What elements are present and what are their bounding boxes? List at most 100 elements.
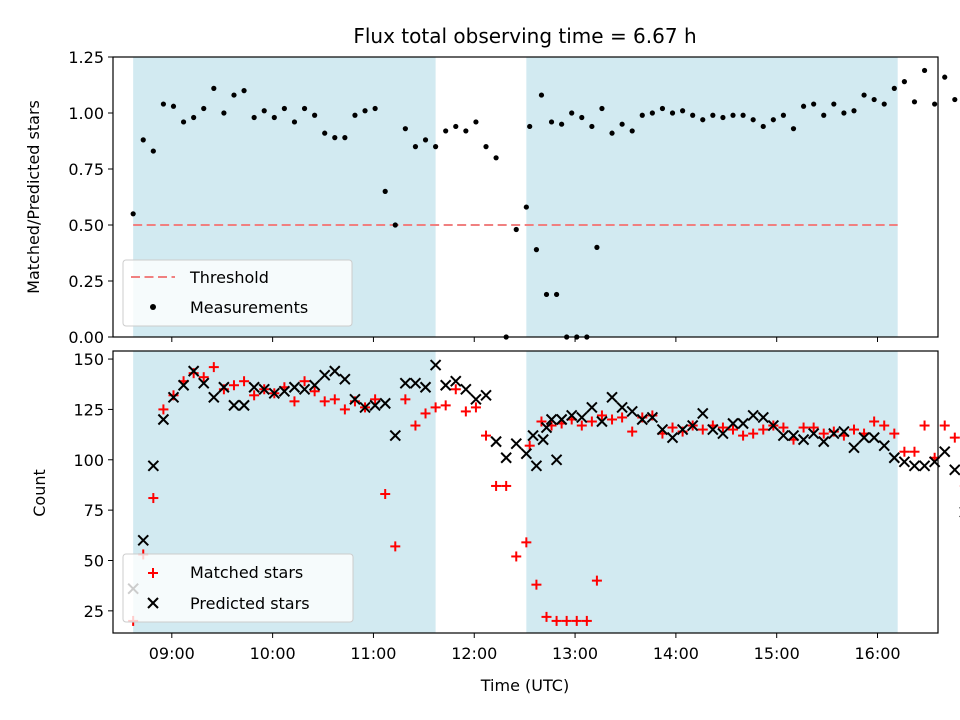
chart-title: Flux total observing time = 6.67 h [353,24,696,48]
bottom-legend: Matched stars Predicted stars [123,554,353,622]
measurement-point [241,88,246,93]
measurement-point [599,106,604,111]
x-axis-label: Time (UTC) [480,676,569,695]
measurement-point [151,148,156,153]
measurement-point [861,92,866,97]
measurement-point [680,108,685,113]
measurement-point [221,110,226,115]
measurement-point [141,137,146,142]
measurement-point [231,92,236,97]
legend-predicted-label: Predicted stars [190,594,310,613]
y-tick-label: 75 [84,501,104,520]
measurement-point [892,86,897,91]
measurement-point [473,119,478,124]
measurement-point [559,122,564,127]
bottom-y-axis-label: Count [30,469,49,517]
measurement-point [524,204,529,209]
x-tick-label: 10:00 [250,644,296,663]
measurement-point [932,101,937,106]
measurement-point [527,124,532,129]
y-tick-label: 100 [73,451,104,470]
x-tick-label: 14:00 [653,644,699,663]
measurement-point [549,119,554,124]
measurement-point [690,113,695,118]
measurement-point [514,227,519,232]
x-tick-label: 11:00 [350,644,396,663]
legend-measurements-swatch [150,304,156,310]
y-tick-label: 125 [73,400,104,419]
measurement-point [791,126,796,131]
measurement-point [342,135,347,140]
measurement-point [912,99,917,104]
measurement-point [700,117,705,122]
x-tick-label: 13:00 [552,644,598,663]
measurement-point [282,106,287,111]
measurement-point [569,110,574,115]
measurement-point [181,119,186,124]
measurement-point [302,106,307,111]
measurement-point [841,110,846,115]
measurement-point [483,144,488,149]
measurement-point [620,122,625,127]
legend-threshold-label: Threshold [189,268,269,287]
measurement-point [362,108,367,113]
measurement-point [534,247,539,252]
legend-matched-label: Matched stars [190,563,303,582]
measurement-point [131,211,136,216]
measurement-point [781,113,786,118]
measurement-point [640,113,645,118]
measurement-point [922,68,927,73]
measurement-point [433,144,438,149]
measurement-point [720,115,725,120]
measurement-point [942,75,947,80]
measurement-point [292,119,297,124]
y-tick-label: 0.00 [68,328,104,347]
measurement-point [201,106,206,111]
y-tick-label: 150 [73,350,104,369]
measurement-point [403,126,408,131]
measurement-point [383,189,388,194]
measurement-point [730,113,735,118]
x-tick-label: 15:00 [754,644,800,663]
figure: Flux total observing time = 6.67 h 0.00 0… [0,0,960,720]
measurement-point [740,113,745,118]
shaded-interval-1 [526,57,897,337]
x-tick-label: 09:00 [149,644,195,663]
measurement-point [650,110,655,115]
y-tick-label: 1.00 [68,104,104,123]
measurement-point [554,292,559,297]
measurement-point [252,115,257,120]
measurement-point [589,124,594,129]
measurement-point [609,131,614,136]
measurement-point [544,292,549,297]
measurement-point [801,104,806,109]
y-tick-label: 0.75 [68,160,104,179]
measurement-point [821,113,826,118]
measurement-point [630,128,635,133]
measurement-point [670,110,675,115]
measurement-point [423,137,428,142]
measurement-point [761,124,766,129]
measurement-point [771,117,776,122]
measurement-point [272,115,277,120]
measurement-point [262,108,267,113]
measurement-point [952,97,957,102]
y-tick-label: 0.50 [68,216,104,235]
measurement-point [161,101,166,106]
measurement-point [393,222,398,227]
measurement-point [831,101,836,106]
measurement-point [902,79,907,84]
measurement-point [413,144,418,149]
measurement-point [882,101,887,106]
shaded-interval-1 [526,351,897,633]
measurement-point [751,117,756,122]
y-tick-label: 1.25 [68,48,104,67]
top-legend: Threshold Measurements [123,260,352,326]
measurement-point [443,128,448,133]
measurement-point [811,101,816,106]
y-tick-label: 50 [84,551,104,570]
measurement-point [493,155,498,160]
legend-measurements-label: Measurements [190,298,308,317]
measurement-point [660,106,665,111]
measurement-point [171,104,176,109]
